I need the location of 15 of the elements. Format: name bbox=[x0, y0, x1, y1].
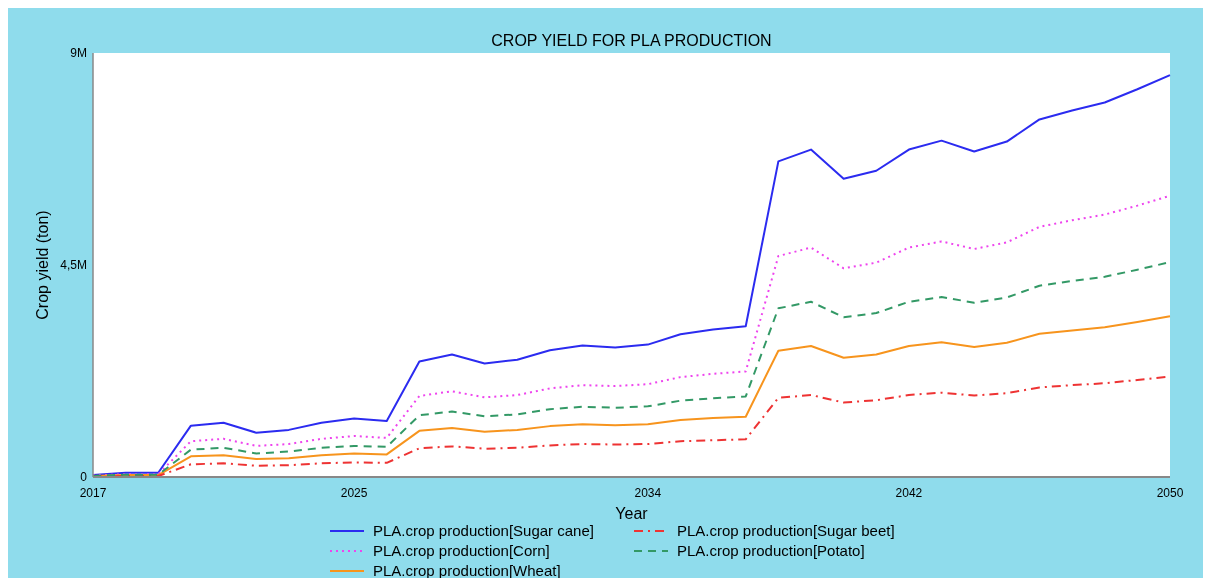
y-axis-title: Crop yield (ton) bbox=[34, 210, 51, 320]
x-tick-label: 2034 bbox=[634, 486, 662, 500]
y-tick-label: 0 bbox=[80, 470, 88, 485]
legend-label: PLA.crop production[Sugar cane] bbox=[373, 522, 594, 540]
x-axis-title: Year bbox=[615, 505, 649, 522]
legend-label: PLA.crop production[Potato] bbox=[677, 542, 865, 560]
legend-label: PLA.crop production[Sugar beet] bbox=[677, 522, 895, 540]
x-tick-label: 2017 bbox=[79, 486, 107, 500]
y-tick-label: 4,5M bbox=[60, 258, 87, 273]
chart-title: CROP YIELD FOR PLA PRODUCTION bbox=[491, 32, 772, 49]
x-tick-label: 2042 bbox=[895, 486, 923, 500]
legend-label: PLA.crop production[Corn] bbox=[373, 542, 550, 560]
y-tick-label: 9M bbox=[70, 46, 87, 61]
x-tick-label: 2025 bbox=[340, 486, 368, 500]
x-tick-label: 2050 bbox=[1156, 486, 1184, 500]
